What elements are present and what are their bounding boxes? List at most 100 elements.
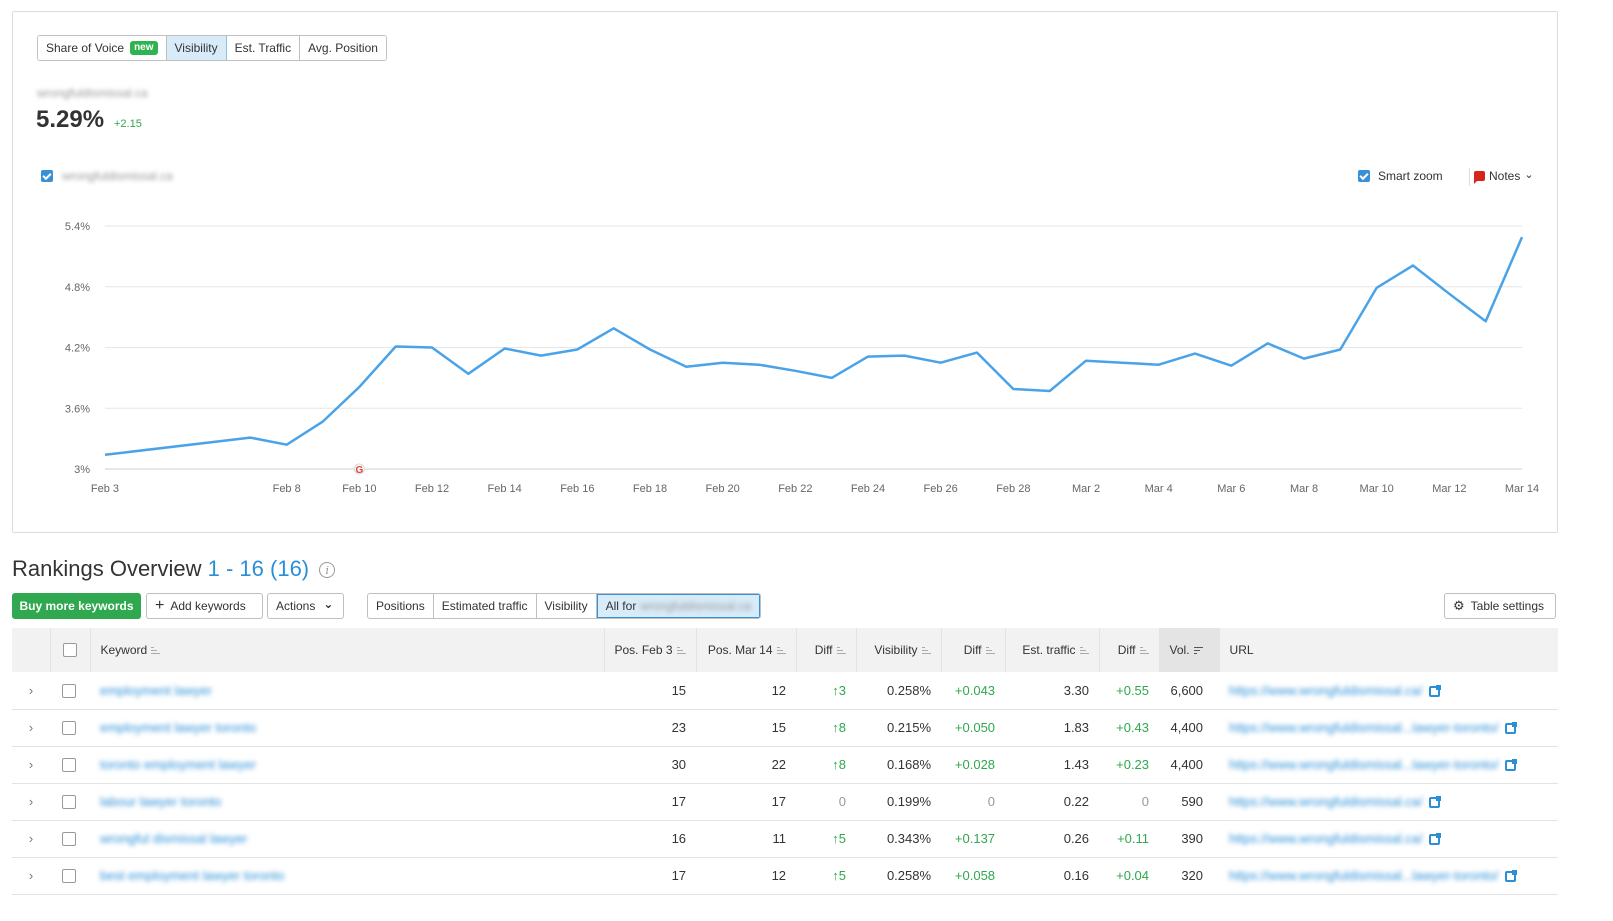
filter-all-for-domain[interactable]: All for wrongfuldismissal.ca xyxy=(596,594,760,618)
header-traffic-diff[interactable]: Diff xyxy=(1099,628,1160,672)
keyword-link[interactable]: toronto employment lawyer xyxy=(100,757,257,772)
info-icon[interactable]: i xyxy=(319,562,336,579)
row-expander[interactable]: › xyxy=(12,672,50,710)
filter-positions[interactable]: Positions xyxy=(368,594,434,618)
chevron-right-icon[interactable]: › xyxy=(28,720,34,735)
table-row[interactable]: › employment lawyer toronto 23 15 ↑8 0.215% +0… xyxy=(12,709,1558,747)
cell-url[interactable]: https://www.wrongfuldismissal...lawyer-t… xyxy=(1219,709,1558,747)
keyword-link[interactable]: best employment lawyer toronto xyxy=(100,868,285,883)
table-row[interactable]: › best employment lawyer toronto 17 12 ↑5 0.2… xyxy=(12,857,1558,895)
header-est-traffic[interactable]: Est. traffic xyxy=(1005,628,1100,672)
header-pos-start[interactable]: Pos. Feb 3 xyxy=(604,628,697,672)
url-link[interactable]: https://www.wrongfuldismissal.ca/ xyxy=(1229,682,1423,698)
row-checkbox[interactable] xyxy=(62,758,76,773)
external-link-icon[interactable] xyxy=(1504,870,1517,883)
chart-legend[interactable]: wrongfuldismissal.ca xyxy=(41,169,173,183)
table-row[interactable]: › toronto employment lawyer 30 22 ↑8 0.168% +0… xyxy=(12,746,1558,784)
header-volume[interactable]: Vol. xyxy=(1159,628,1220,672)
cell-keyword[interactable]: wrongful dismissal lawyer xyxy=(90,820,604,858)
keyword-link[interactable]: employment lawyer toronto xyxy=(100,720,257,735)
row-expander[interactable]: › xyxy=(12,783,50,821)
cell-url[interactable]: https://www.wrongfuldismissal.ca/ xyxy=(1219,783,1558,821)
row-checkbox[interactable] xyxy=(62,721,76,736)
header-select-all[interactable] xyxy=(50,628,91,672)
cell-keyword[interactable]: employment lawyer toronto xyxy=(90,709,604,747)
row-checkbox[interactable] xyxy=(62,795,76,810)
header-keyword[interactable]: Keyword xyxy=(90,628,605,672)
sort-icon[interactable] xyxy=(1139,646,1149,655)
cell-keyword[interactable]: best employment lawyer toronto xyxy=(90,857,604,895)
keyword-link[interactable]: employment lawyer xyxy=(100,682,212,698)
tab-avg-position[interactable]: Avg. Position xyxy=(300,36,386,60)
add-keywords-button[interactable]: + Add keywords xyxy=(146,593,263,619)
header-visibility[interactable]: Visibility xyxy=(856,628,942,672)
url-link[interactable]: https://www.wrongfuldismissal...lawyer-t… xyxy=(1229,868,1499,883)
cell-url[interactable]: https://www.wrongfuldismissal...lawyer-t… xyxy=(1219,857,1558,895)
chevron-right-icon[interactable]: › xyxy=(28,831,34,846)
row-select[interactable] xyxy=(50,672,90,710)
actions-dropdown[interactable]: Actions ⌄ xyxy=(267,593,344,619)
tab-est-traffic[interactable]: Est. Traffic xyxy=(226,36,301,60)
chevron-right-icon[interactable]: › xyxy=(28,757,34,772)
row-expander[interactable]: › xyxy=(12,746,50,784)
cell-keyword[interactable]: labour lawyer toronto xyxy=(90,783,604,821)
chevron-right-icon[interactable]: › xyxy=(28,868,34,883)
buy-more-keywords-button[interactable]: Buy more keywords xyxy=(12,593,141,619)
header-pos-diff[interactable]: Diff xyxy=(796,628,857,672)
sort-desc-icon[interactable] xyxy=(1193,646,1203,655)
external-link-icon[interactable] xyxy=(1428,684,1441,697)
filter-estimated-traffic[interactable]: Estimated traffic xyxy=(434,594,537,618)
row-select[interactable] xyxy=(50,783,90,821)
cell-url[interactable]: https://www.wrongfuldismissal.ca/ xyxy=(1219,672,1558,710)
sort-icon[interactable] xyxy=(985,646,995,655)
visibility-line-chart[interactable]: 3% 3.6% 4.2% 4.8% 5.4% Feb 3 Feb 8 Feb 10 Feb 12… xyxy=(13,12,1559,534)
table-settings-button[interactable]: ⚙ Table settings xyxy=(1444,593,1556,619)
row-select[interactable] xyxy=(50,746,90,784)
cell-url[interactable]: https://www.wrongfuldismissal.ca/ xyxy=(1219,820,1558,858)
table-row[interactable]: › wrongful dismissal lawyer 16 11 ↑5 0.343% +0… xyxy=(12,820,1558,858)
cell-keyword[interactable]: toronto employment lawyer xyxy=(90,746,604,784)
chevron-right-icon[interactable]: › xyxy=(28,682,34,698)
row-checkbox[interactable] xyxy=(62,684,76,699)
row-select[interactable] xyxy=(50,857,90,895)
sort-icon[interactable] xyxy=(676,646,686,655)
external-link-icon[interactable] xyxy=(1428,833,1441,846)
url-link[interactable]: https://www.wrongfuldismissal.ca/ xyxy=(1229,794,1423,809)
smart-zoom-toggle[interactable]: Smart zoom xyxy=(1358,169,1443,183)
table-row[interactable]: › employment lawyer 15 12 ↑3 0.258% +0.043 3.30… xyxy=(12,672,1558,710)
url-link[interactable]: https://www.wrongfuldismissal...lawyer-t… xyxy=(1229,757,1499,772)
sort-icon[interactable] xyxy=(836,646,846,655)
url-link[interactable]: https://www.wrongfuldismissal...lawyer-t… xyxy=(1229,720,1499,735)
cell-keyword[interactable]: employment lawyer xyxy=(90,672,604,710)
keyword-link[interactable]: labour lawyer toronto xyxy=(100,794,222,809)
filter-visibility[interactable]: Visibility xyxy=(537,594,597,618)
tab-visibility[interactable]: Visibility xyxy=(166,36,227,60)
cell-url[interactable]: https://www.wrongfuldismissal...lawyer-t… xyxy=(1219,746,1558,784)
tab-share-of-voice[interactable]: Share of Voice new xyxy=(38,36,167,60)
external-link-icon[interactable] xyxy=(1428,796,1441,809)
external-link-icon[interactable] xyxy=(1504,759,1517,772)
header-vis-diff[interactable]: Diff xyxy=(941,628,1006,672)
notes-dropdown[interactable]: Notes ⌄ xyxy=(1474,169,1534,184)
row-select[interactable] xyxy=(50,820,90,858)
select-all-checkbox[interactable] xyxy=(62,643,77,658)
row-expander[interactable]: › xyxy=(12,709,50,747)
row-expander[interactable]: › xyxy=(12,820,50,858)
row-checkbox[interactable] xyxy=(62,832,76,847)
row-select[interactable] xyxy=(50,709,90,747)
row-expander[interactable]: › xyxy=(12,857,50,895)
chevron-right-icon[interactable]: › xyxy=(28,794,34,809)
legend-checkbox[interactable] xyxy=(41,170,53,182)
sort-icon[interactable] xyxy=(151,646,161,655)
row-checkbox[interactable] xyxy=(62,869,76,884)
sort-icon[interactable] xyxy=(1079,646,1089,655)
header-url[interactable]: URL xyxy=(1219,628,1558,672)
table-row[interactable]: › labour lawyer toronto 17 17 0 0.199% 0 0.22 0 5… xyxy=(12,783,1558,821)
header-pos-end[interactable]: Pos. Mar 14 xyxy=(696,628,797,672)
external-link-icon[interactable] xyxy=(1504,722,1517,735)
sort-icon[interactable] xyxy=(776,646,786,655)
keyword-link[interactable]: wrongful dismissal lawyer xyxy=(100,831,248,846)
smart-zoom-checkbox[interactable] xyxy=(1358,170,1370,182)
sort-icon[interactable] xyxy=(921,646,931,655)
url-link[interactable]: https://www.wrongfuldismissal.ca/ xyxy=(1229,831,1423,846)
